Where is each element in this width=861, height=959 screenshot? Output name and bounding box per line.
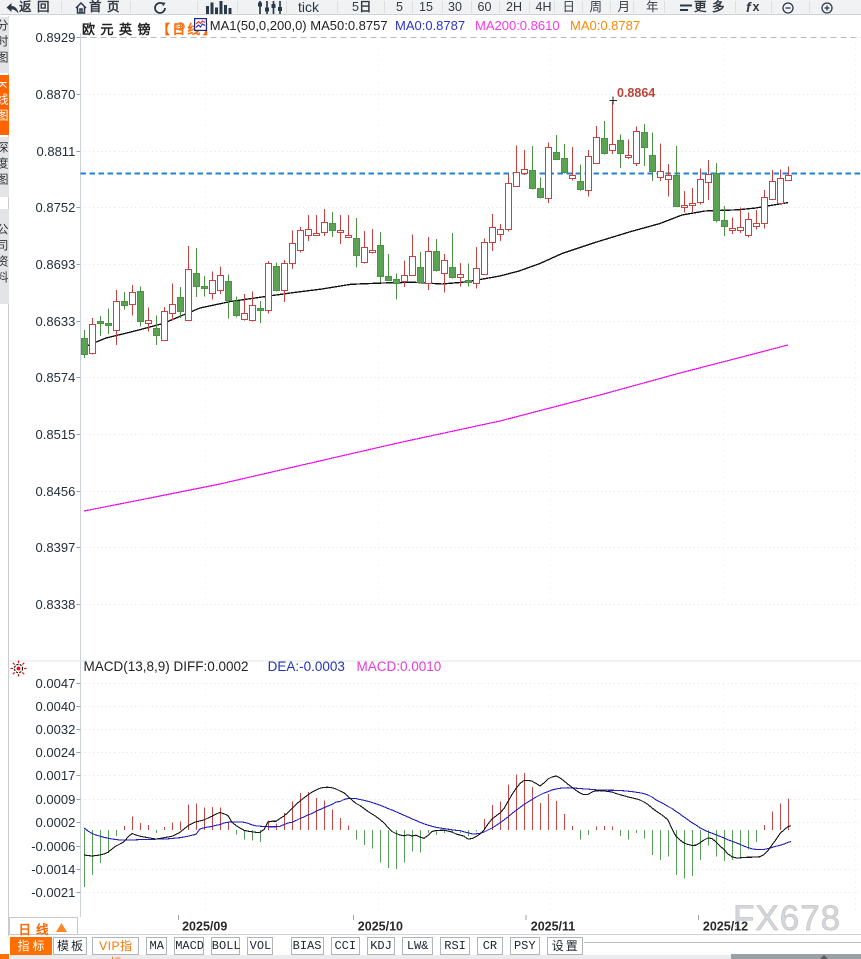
svg-text:0.8870: 0.8870 (36, 87, 76, 102)
svg-text:FX678: FX678 (733, 899, 841, 938)
svg-text:0.0002: 0.0002 (36, 815, 76, 830)
svg-text:0.8515: 0.8515 (36, 427, 76, 442)
svg-text:2025/11: 2025/11 (531, 920, 576, 934)
svg-text:0.8693: 0.8693 (36, 257, 76, 272)
svg-text:2025/12: 2025/12 (703, 920, 748, 934)
svg-text:0.8929: 0.8929 (36, 30, 76, 45)
svg-text:2025/09: 2025/09 (182, 920, 227, 934)
svg-text:-0.0006: -0.0006 (31, 839, 75, 854)
svg-text:MACD:0.0010: MACD:0.0010 (357, 659, 442, 674)
svg-text:0.0032: 0.0032 (36, 722, 76, 737)
svg-text:0.8456: 0.8456 (36, 484, 76, 499)
svg-text:0.8574: 0.8574 (36, 370, 76, 385)
svg-text:0.0047: 0.0047 (36, 676, 76, 691)
svg-text:0.8811: 0.8811 (37, 144, 76, 159)
svg-text:0.0009: 0.0009 (36, 792, 76, 807)
svg-text:0.8752: 0.8752 (36, 200, 76, 215)
svg-text:0.0017: 0.0017 (36, 768, 76, 783)
svg-text:0.0024: 0.0024 (36, 745, 76, 760)
svg-text:DEA:-0.0003: DEA:-0.0003 (268, 659, 345, 674)
svg-text:-0.0014: -0.0014 (31, 862, 75, 877)
svg-text:MACD(13,8,9) DIFF:0.0002: MACD(13,8,9) DIFF:0.0002 (84, 659, 249, 674)
svg-text:2025/10: 2025/10 (358, 920, 403, 934)
svg-text:-0.0021: -0.0021 (31, 885, 75, 900)
svg-text:0.8633: 0.8633 (36, 314, 76, 329)
svg-text:0.8864: 0.8864 (617, 86, 655, 100)
svg-text:0.8338: 0.8338 (36, 597, 76, 612)
svg-text:0.8397: 0.8397 (36, 540, 76, 555)
svg-text:0.0040: 0.0040 (36, 699, 76, 714)
